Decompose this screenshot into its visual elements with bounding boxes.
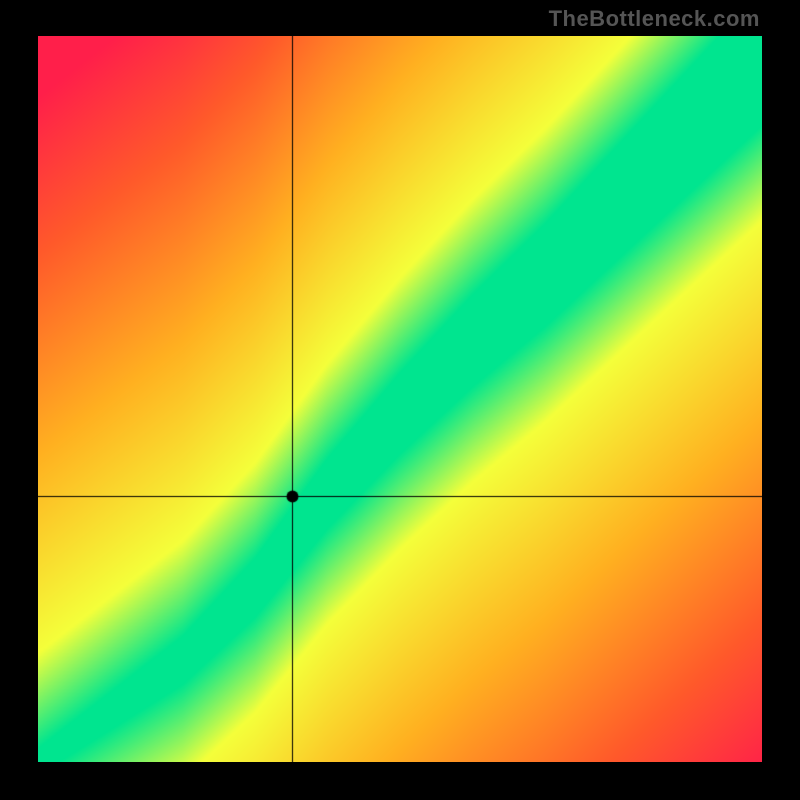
- bottleneck-heatmap: [38, 36, 762, 762]
- watermark-text: TheBottleneck.com: [549, 6, 760, 32]
- chart-container: TheBottleneck.com: [0, 0, 800, 800]
